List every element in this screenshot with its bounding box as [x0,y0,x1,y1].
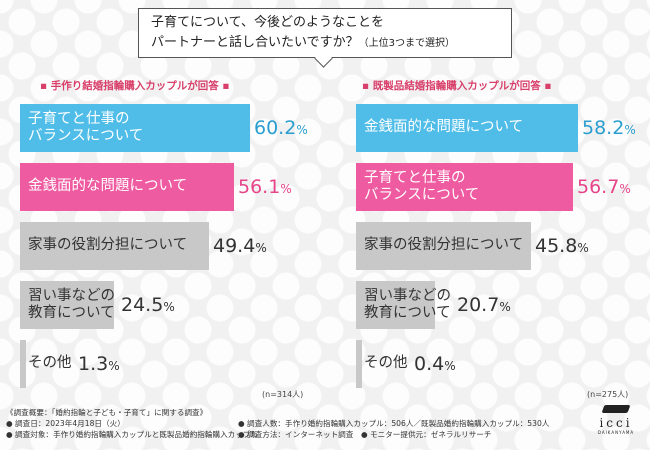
footer-method: ● 調査方法：インターネット調査 ● モニター提供元：ゼネラルリサーチ [238,430,492,439]
left-bar-3 [20,222,209,270]
logo-mark-icon [601,405,631,413]
left-bar-label-4: 習い事などの 教育について [28,288,115,322]
right-bar-label-3: 家事の役割分担について [364,237,523,254]
right-bar-label-4: 習い事などの 教育について [364,288,451,322]
right-bar-value-number-1: 58.2 [582,117,625,139]
left-bar-label-5-line-1: その他 [28,355,72,371]
left-bar-label-1-line-1: 子育てと仕事の [28,111,130,127]
right-bar-label-5: その他 [364,355,408,372]
survey-footer: 《調査概要：「婚約指輪と子ども・子育て」に関する調査》 ● 調査日：2023年4… [6,407,586,440]
left-bar-value-5: 1.3% [78,353,120,377]
right-bar-value-unit-4: % [499,300,511,314]
left-bar-value-number-1: 60.2 [254,117,297,139]
footer-row-1: 《調査概要：「婚約指輪と子ども・子育て」に関する調査》 [6,407,586,418]
left-bar-2 [20,163,234,211]
right-title-dot-icon: ▪ [362,80,373,92]
right-bar-label-4-line-1: 習い事などの [364,288,451,304]
left-bar-label-4-line-1: 習い事などの [28,288,115,304]
left-bar-label-1-line-2: バランスについて [28,128,144,144]
right-bar-value-3: 45.8% [535,235,589,259]
left-bar-value-4: 24.5% [121,294,175,318]
left-panel-title: ▪ 手作り結婚指輪購入カップルが回答 ▪ [40,78,230,93]
left-bar-value-number-4: 24.5 [121,294,164,316]
left-bar-value-1: 60.2% [254,117,308,141]
question-note: （上位3つまで選択） [358,38,455,49]
footer-row-2: ● 調査日：2023年4月18日（火） ● 調査人数：手作り婚約指輪購入カップル：… [6,418,586,429]
footer-date: ● 調査日：2023年4月18日（火） [6,419,125,428]
right-bar-value-number-3: 45.8 [535,235,578,257]
left-bar-label-2: 金銭面的な問題について [28,178,187,195]
right-bar-value-number-5: 0.4 [414,353,445,375]
right-title-dot-icon-end: ▪ [540,80,552,92]
right-bar-value-2: 56.7% [577,176,631,200]
footer-target: ● 調査対象：手作り婚約指輪購入カップルと既製品婚約指輪購入カップル [6,430,259,439]
right-bar-3 [356,222,531,270]
right-bar-label-4-line-2: 教育について [364,305,451,321]
left-bar-label-5: その他 [28,355,72,372]
right-bar-value-number-4: 20.7 [457,294,500,316]
right-title-text: 既製品結婚指輪購入カップルが回答 [372,80,541,92]
right-bar-label-3-line-1: 家事の役割分担について [364,237,524,253]
right-bar-5 [356,340,362,388]
right-bar-value-unit-3: % [577,241,589,255]
right-panel-title: ▪ 既製品結婚指輪購入カップルが回答 ▪ [362,78,552,93]
left-bar-value-number-3: 49.4 [213,235,256,257]
left-bar-4 [20,281,114,329]
left-bar-label-3-line-1: 家事の役割分担について [28,237,188,253]
left-bar-label-3: 家事の役割分担について [28,237,187,254]
logo-name: icci [599,416,633,430]
left-title-text: 手作り結婚指輪購入カップルが回答 [50,80,219,92]
footer-survey-title: 《調査概要：「婚約指輪と子ども・子育て」に関する調査》 [6,408,208,417]
right-bar-value-unit-2: % [619,182,631,196]
left-title-dot-icon: ▪ [40,80,51,92]
question-line-1: 子育てについて、今後どのようなことを [151,15,384,30]
right-bar-value-5: 0.4% [414,353,456,377]
question-box: 子育てについて、今後どのようなことを パートナーと話し合いたいですか？（上位3つ… [138,8,512,58]
left-bar-value-2: 56.1% [238,176,292,200]
left-bar-value-unit-1: % [296,123,308,137]
right-bar-value-1: 58.2% [582,117,636,141]
right-bar-value-number-2: 56.7 [577,176,620,198]
left-bar-label-2-line-1: 金銭面的な問題について [28,178,188,194]
left-bar-value-unit-3: % [255,241,267,255]
left-bar-1 [20,104,250,152]
left-title-dot-icon-end: ▪ [218,80,230,92]
right-bar-label-5-line-1: その他 [364,355,408,371]
right-bar-value-unit-1: % [624,123,636,137]
right-bar-label-2-line-1: 子育てと仕事の [364,170,466,186]
footer-row-3: ● 調査対象：手作り婚約指輪購入カップルと既製品婚約指輪購入カップル ● 調査方法… [6,429,586,440]
footer-count: ● 調査人数：手作り婚約指輪購入カップル：506人／既製品婚約指輪購入カップル：… [238,419,550,428]
right-bar-1 [356,104,578,152]
right-bar-4 [356,281,435,329]
right-bar-2 [356,163,573,211]
left-bar-value-3: 49.4% [213,235,267,259]
right-bar-label-2-line-2: バランスについて [364,187,480,203]
right-bar-label-1-line-1: 金銭面的な問題について [364,119,524,135]
left-bar-label-4-line-2: 教育について [28,305,115,321]
left-bar-5 [20,340,26,388]
right-bar-value-unit-5: % [444,359,456,373]
left-bar-value-unit-4: % [163,300,175,314]
left-sample-size: (n=314人) [262,390,304,399]
icci-logo: icci DAIKANYAMA [595,405,637,447]
right-sample-size: (n=275人) [587,390,629,399]
left-bar-value-unit-2: % [280,182,292,196]
question-line-2: パートナーと話し合いたいですか？（上位3つまで選択） [151,33,511,54]
left-bar-value-number-5: 1.3 [78,353,109,375]
logo-sub: DAIKANYAMA [597,430,635,435]
left-bar-value-number-2: 56.1 [238,176,281,198]
left-bar-value-unit-5: % [108,359,120,373]
question-line-2-text: パートナーと話し合いたいですか？ [151,35,359,50]
right-bar-label-1: 金銭面的な問題について [364,119,523,136]
right-bar-value-4: 20.7% [457,294,511,318]
right-bar-label-2: 子育てと仕事の バランスについて [364,170,479,204]
left-bar-label-1: 子育てと仕事の バランスについて [28,111,143,145]
